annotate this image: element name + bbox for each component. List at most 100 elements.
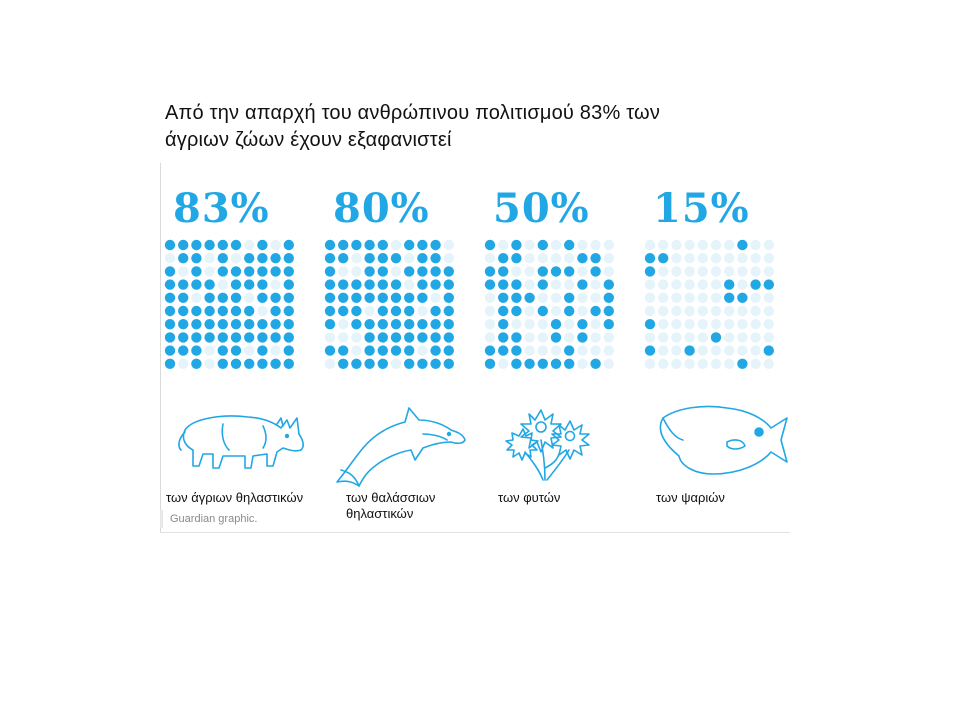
waffle-dot-filled bbox=[564, 345, 575, 356]
waffle-dot-filled bbox=[377, 305, 388, 317]
waffle-dot-filled bbox=[498, 305, 509, 317]
waffle-dot-filled bbox=[564, 358, 575, 369]
waffle-dot-filled bbox=[684, 345, 695, 356]
waffle-dot-filled bbox=[191, 345, 202, 356]
waffle-dot-empty bbox=[324, 332, 336, 343]
waffle-dot-filled bbox=[377, 239, 388, 251]
waffle-dot-filled bbox=[270, 319, 281, 330]
waffle-dot-empty bbox=[484, 305, 496, 317]
waffle-dot-filled bbox=[164, 239, 176, 251]
waffle-dot-filled bbox=[603, 292, 614, 303]
waffle-dot-filled bbox=[430, 358, 441, 369]
waffle-dot-filled bbox=[283, 305, 294, 317]
waffle-dot-filled bbox=[351, 358, 362, 369]
waffle-dot-empty bbox=[577, 292, 588, 303]
waffle-dot-filled bbox=[417, 292, 428, 303]
waffle-dot-filled bbox=[270, 305, 281, 317]
chart-title: Από την απαρχή του ανθρώπινου πολιτισμού… bbox=[165, 100, 785, 154]
waffle-dot-filled bbox=[230, 332, 242, 343]
waffle-dot-empty bbox=[550, 292, 562, 303]
waffle-dot-filled bbox=[590, 266, 601, 277]
waffle-dot-empty bbox=[204, 345, 215, 356]
waffle-dot-empty bbox=[524, 345, 535, 356]
waffle-dot-filled bbox=[283, 239, 294, 251]
waffle-dot-empty bbox=[658, 332, 669, 343]
waffle-dot-empty bbox=[671, 292, 682, 303]
dolphin-icon bbox=[336, 407, 466, 487]
waffle-dot-empty bbox=[697, 358, 708, 369]
waffle-dot-empty bbox=[697, 239, 708, 251]
waffle-dot-filled bbox=[537, 358, 548, 369]
waffle-dot-empty bbox=[204, 266, 215, 277]
waffle-dot-filled bbox=[498, 319, 509, 330]
waffle-dot-empty bbox=[484, 253, 496, 264]
waffle-dot-empty bbox=[484, 292, 496, 303]
waffle-dot-empty bbox=[644, 358, 656, 369]
waffle-dot-empty bbox=[737, 319, 748, 330]
waffle-dot-empty bbox=[164, 253, 176, 264]
waffle-dot-empty bbox=[671, 358, 682, 369]
waffle-dot-empty bbox=[537, 319, 548, 330]
waffle-dot-filled bbox=[377, 319, 388, 330]
waffle-dot-filled bbox=[404, 358, 415, 369]
waffle-dot-filled bbox=[430, 305, 441, 317]
waffle-dot-filled bbox=[364, 292, 375, 303]
waffle-dot-filled bbox=[324, 292, 336, 303]
label-fish: των ψαριών bbox=[656, 490, 725, 506]
waffle-dot-empty bbox=[524, 266, 535, 277]
waffle-dot-filled bbox=[338, 292, 349, 303]
waffle-dot-empty bbox=[390, 358, 402, 369]
waffle-dot-empty bbox=[204, 358, 215, 369]
percent-label: 15% bbox=[653, 185, 750, 232]
waffle-dot-filled bbox=[511, 292, 522, 303]
waffle-dot-filled bbox=[644, 319, 656, 330]
waffle-dot-filled bbox=[484, 266, 496, 277]
waffle-dot-filled bbox=[217, 332, 228, 343]
waffle-dot-empty bbox=[750, 319, 761, 330]
waffle-dot-filled bbox=[230, 345, 242, 356]
waffle-dot-filled bbox=[377, 358, 388, 369]
waffle-dot-filled bbox=[710, 332, 722, 343]
waffle-dot-filled bbox=[390, 253, 402, 264]
waffle-dot-empty bbox=[750, 266, 761, 277]
waffle-dot-filled bbox=[364, 358, 375, 369]
waffle-dot-empty bbox=[750, 305, 761, 317]
frame-bottom-rule bbox=[160, 532, 790, 533]
waffle-dot-empty bbox=[671, 305, 682, 317]
waffle-dot-empty bbox=[603, 345, 614, 356]
waffle-dot-filled bbox=[377, 279, 388, 290]
waffle-dot-filled bbox=[511, 345, 522, 356]
waffle-dot-filled bbox=[430, 332, 441, 343]
label-marine-mammals: των θαλάσσιων θηλαστικών bbox=[346, 490, 435, 522]
waffle-dot-filled bbox=[417, 279, 428, 290]
waffle-dot-empty bbox=[658, 345, 669, 356]
waffle-dot-empty bbox=[710, 345, 722, 356]
waffle-dot-empty bbox=[684, 239, 695, 251]
waffle-dot-filled bbox=[484, 358, 496, 369]
waffle-dot-filled bbox=[484, 239, 496, 251]
waffle-dot-empty bbox=[684, 266, 695, 277]
waffle-dot-empty bbox=[537, 345, 548, 356]
waffle-dot-filled bbox=[590, 305, 601, 317]
waffle-dot-empty bbox=[338, 319, 349, 330]
waffle-dot-filled bbox=[338, 358, 349, 369]
waffle-dot-filled bbox=[324, 345, 336, 356]
waffle-dot-filled bbox=[283, 332, 294, 343]
waffle-dot-empty bbox=[257, 305, 268, 317]
waffle-dot-empty bbox=[658, 239, 669, 251]
waffle-dot-filled bbox=[404, 266, 415, 277]
waffle-dot-empty bbox=[603, 253, 614, 264]
waffle-dot-empty bbox=[498, 358, 509, 369]
waffle-dot-filled bbox=[498, 266, 509, 277]
label-line: των φυτών bbox=[498, 490, 561, 505]
waffle-dot-filled bbox=[603, 279, 614, 290]
waffle-dot-empty bbox=[697, 319, 708, 330]
waffle-dot-filled bbox=[511, 279, 522, 290]
waffle-dot-filled bbox=[257, 292, 268, 303]
waffle-dot-filled bbox=[430, 279, 441, 290]
waffle-dot-filled bbox=[178, 239, 189, 251]
waffle-dot-empty bbox=[244, 239, 255, 251]
waffle-dot-filled bbox=[283, 358, 294, 369]
waffle-grid bbox=[164, 239, 294, 369]
waffle-dot-empty bbox=[524, 239, 535, 251]
